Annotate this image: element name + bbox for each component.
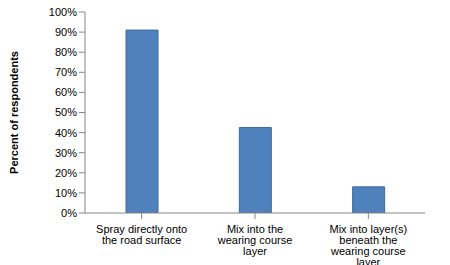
svg-text:70%: 70% [55, 66, 77, 78]
svg-text:20%: 20% [55, 167, 77, 179]
svg-text:Mix into thewearing courselaye: Mix into thewearing courselayer [217, 223, 293, 257]
svg-text:40%: 40% [55, 127, 77, 139]
svg-text:0%: 0% [61, 207, 77, 219]
svg-text:50%: 50% [55, 106, 77, 118]
svg-text:Mix into layer(s)beneath thewe: Mix into layer(s)beneath thewearing cour… [330, 223, 408, 265]
svg-text:Percent of respondents: Percent of respondents [8, 51, 20, 174]
svg-text:60%: 60% [55, 86, 77, 98]
svg-text:10%: 10% [55, 187, 77, 199]
svg-text:100%: 100% [49, 6, 77, 18]
svg-text:90%: 90% [55, 26, 77, 38]
svg-text:80%: 80% [55, 46, 77, 58]
svg-text:30%: 30% [55, 147, 77, 159]
svg-text:Spray directly ontothe road su: Spray directly ontothe road surface [96, 223, 187, 246]
